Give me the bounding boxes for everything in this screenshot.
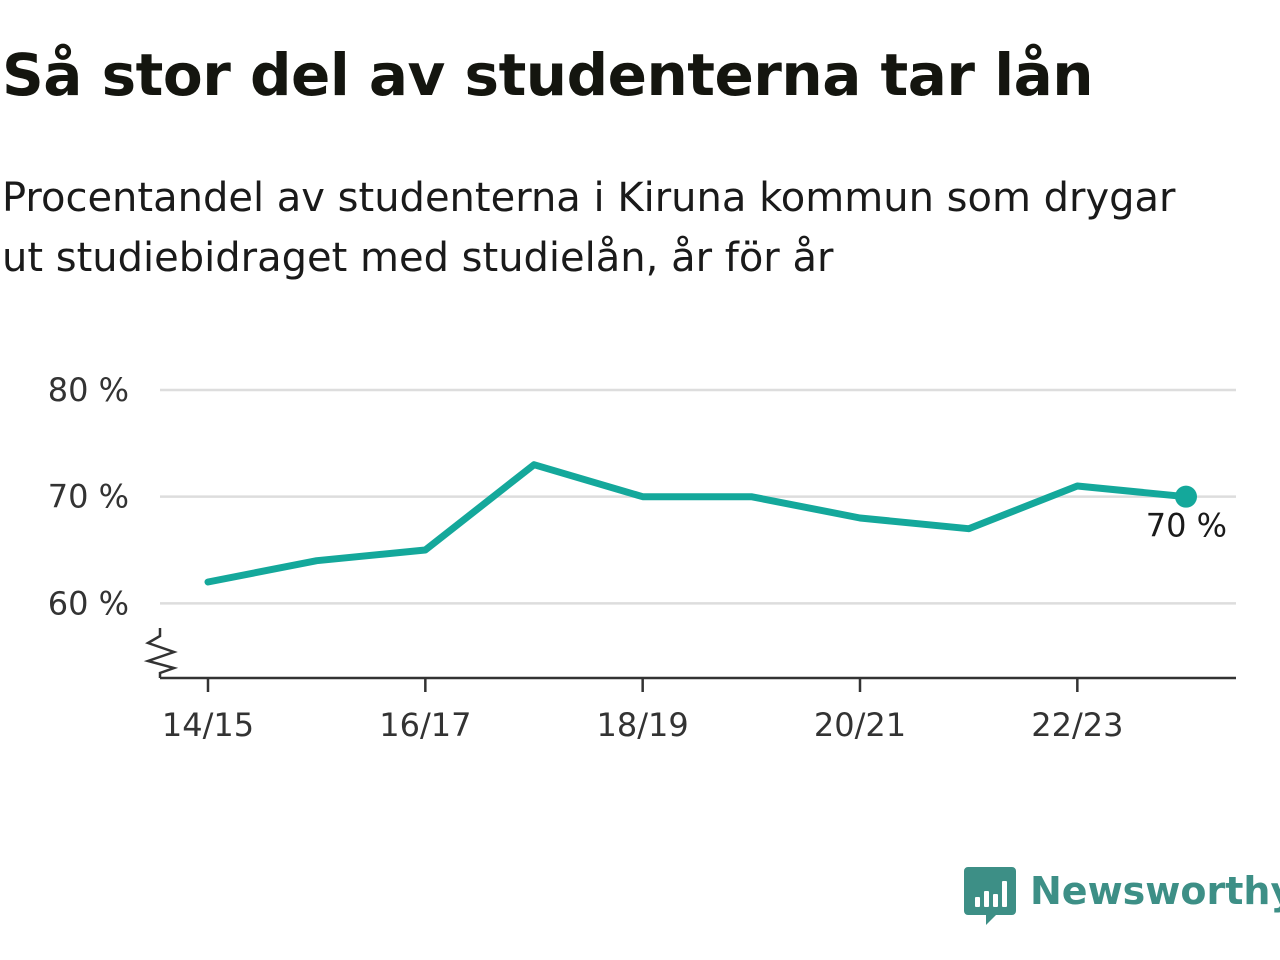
y-tick-label: 70 % xyxy=(48,478,129,516)
chart-title: Så stor del av studenterna tar lån xyxy=(2,41,1094,109)
y-axis-break xyxy=(143,628,179,678)
x-tick-label: 16/17 xyxy=(379,706,471,744)
chart-subtitle: Procentandel av studenterna i Kiruna kom… xyxy=(2,175,1176,281)
x-tick-label: 22/23 xyxy=(1031,706,1123,744)
x-tick-label: 20/21 xyxy=(814,706,906,744)
line-chart: 60 % 70 % 80 % 14/15 16/17 18/19 20/21 22/23 70 … xyxy=(48,371,1236,744)
newsworthy-brand: Newsworthy xyxy=(964,866,1280,926)
end-point-marker xyxy=(1175,485,1197,508)
series-line xyxy=(204,461,1190,586)
x-tick-label: 14/15 xyxy=(162,706,254,744)
bar-chart-speech-bubble-icon xyxy=(964,867,1016,925)
brand-name: Newsworthy xyxy=(1030,869,1280,913)
x-tick-label: 18/19 xyxy=(597,706,689,744)
y-tick-label: 80 % xyxy=(48,371,129,409)
end-value-label: 70 % xyxy=(1146,507,1227,545)
y-tick-label: 60 % xyxy=(48,584,129,622)
